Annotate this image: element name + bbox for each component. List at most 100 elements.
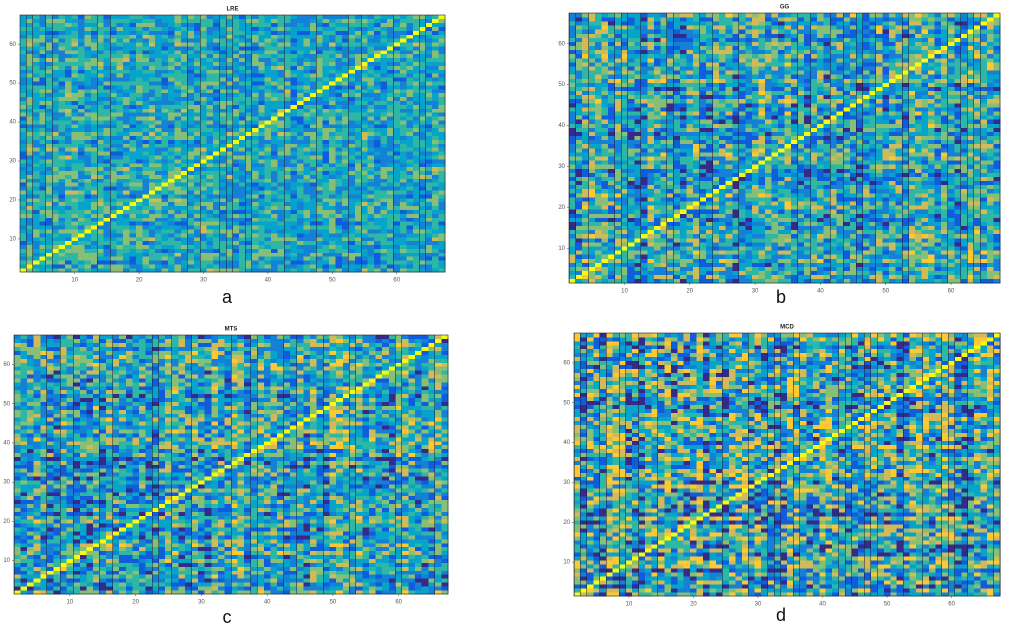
heatmap-cell [425, 15, 433, 20]
heatmap-cell [425, 73, 433, 78]
heatmap-cell [419, 198, 426, 203]
heatmap-cell [862, 274, 870, 280]
heatmap-cell [354, 108, 362, 113]
heatmap-cell [608, 270, 616, 276]
heatmap-cell [77, 209, 85, 214]
heatmap-cell [374, 151, 381, 156]
heatmap-cell [902, 254, 909, 259]
heatmap-cell [354, 268, 362, 273]
heatmap-cell [673, 254, 681, 259]
heatmap-cell [148, 57, 156, 63]
heatmap-cell [361, 174, 369, 179]
heatmap-cell [947, 262, 955, 267]
heatmap-cell [380, 127, 388, 133]
heatmap-cell [348, 201, 356, 207]
heatmap-cell [32, 236, 40, 242]
heatmap-cell [869, 266, 877, 272]
heatmap-cell [823, 270, 831, 276]
heatmap-cell [348, 77, 356, 82]
heatmap-cell [97, 170, 105, 175]
heatmap-cell [20, 131, 27, 137]
heatmap-cell [71, 81, 79, 86]
heatmap-cell [745, 266, 753, 272]
heatmap-cell [341, 225, 349, 230]
heatmap-cell [110, 38, 117, 43]
heatmap-cell [764, 258, 772, 263]
heatmap-cell [797, 278, 805, 284]
heatmap-cell [666, 246, 674, 251]
heatmap-cell [432, 22, 439, 27]
heatmap-cell [341, 186, 349, 191]
heatmap-cell [980, 266, 988, 272]
heatmap-cell [296, 81, 304, 86]
heatmap-cell [438, 260, 446, 265]
heatmap-cell [135, 81, 143, 86]
heatmap-cell [148, 88, 156, 94]
heatmap-cell [123, 166, 130, 172]
heatmap-cell [309, 22, 317, 27]
heatmap-cell [387, 201, 394, 207]
heatmap-cell [438, 190, 446, 195]
heatmap-cell [200, 77, 208, 82]
heatmap-cell [309, 46, 317, 51]
heatmap-cell [595, 262, 602, 267]
heatmap-cell [393, 201, 401, 207]
heatmap-cell [110, 201, 117, 207]
heatmap-cell [329, 46, 336, 51]
heatmap-cell [174, 151, 182, 156]
heatmap-cell [32, 34, 40, 39]
heatmap-cell [39, 178, 47, 183]
heatmap-cell [419, 194, 426, 199]
heatmap-cell [226, 201, 233, 207]
heatmap-cell [26, 205, 34, 210]
heatmap-cell [84, 46, 92, 51]
heatmap-cell [103, 77, 111, 82]
heatmap-cell [174, 38, 182, 43]
heatmap-cell [277, 34, 285, 39]
heatmap-cell [354, 209, 362, 214]
heatmap-cell [180, 104, 188, 109]
heatmap-cell [168, 38, 175, 43]
heatmap-cell [32, 124, 40, 129]
heatmap-cell [251, 81, 259, 86]
heatmap-cell [161, 15, 169, 20]
heatmap-cell [135, 209, 143, 214]
heatmap-cell [26, 139, 34, 144]
heatmap-cell [32, 233, 40, 238]
heatmap-cell [232, 96, 240, 101]
heatmap-cell [58, 182, 66, 187]
heatmap-cell [264, 73, 272, 78]
heatmap-cell [588, 278, 596, 284]
heatmap-cell [142, 127, 150, 133]
heatmap-cell [374, 46, 381, 51]
heatmap-cell [993, 258, 1001, 263]
heatmap-cell [71, 205, 79, 210]
heatmap-cell [39, 170, 47, 175]
panel-label: a [222, 287, 233, 307]
heatmap-cell [232, 186, 240, 191]
heatmap-cell [129, 166, 137, 172]
heatmap-cell [110, 190, 117, 195]
heatmap-cell [219, 135, 227, 140]
heatmap-cell [213, 15, 220, 20]
heatmap-cell [123, 81, 130, 86]
heatmap-cell [419, 264, 426, 269]
heatmap-cell [419, 116, 426, 121]
heatmap-cell [116, 124, 124, 129]
heatmap-cell [296, 50, 304, 55]
heatmap-cell [290, 69, 298, 74]
heatmap-cell [393, 73, 401, 78]
heatmap-cell [412, 201, 420, 207]
heatmap-cell [361, 143, 369, 148]
heatmap-cell [419, 38, 426, 43]
heatmap-cell [90, 81, 98, 86]
heatmap-cell [374, 30, 381, 35]
heatmap-cell [387, 159, 394, 164]
heatmap-cell [258, 236, 265, 242]
heatmap-cell [316, 34, 323, 39]
heatmap-cell [58, 18, 66, 24]
heatmap-cell [142, 213, 150, 218]
heatmap-cell [399, 264, 407, 269]
heatmap-cell [110, 18, 117, 24]
heatmap-cell [77, 190, 85, 195]
